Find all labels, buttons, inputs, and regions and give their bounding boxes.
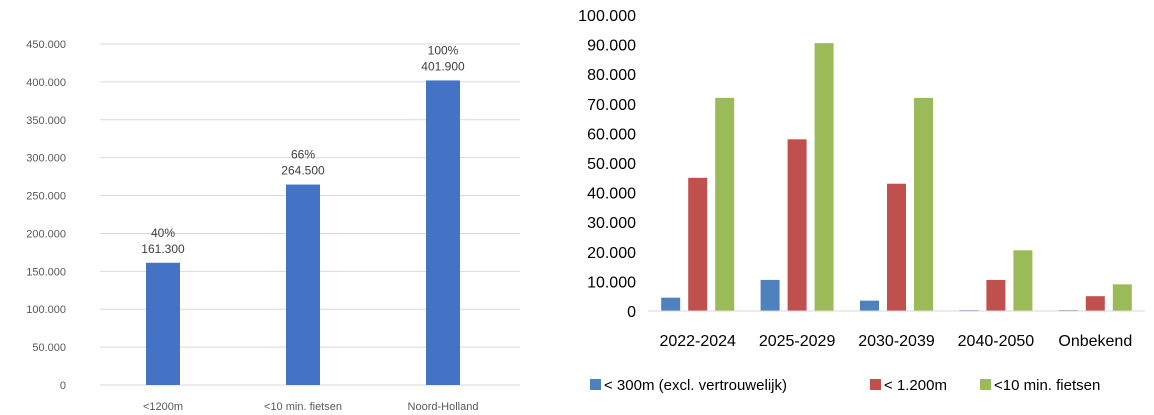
- y-tick-label: 400.000: [26, 77, 66, 89]
- x-tick-label: 2030-2039: [858, 333, 935, 350]
- bar: [1013, 250, 1033, 311]
- legend-swatch: [870, 379, 881, 390]
- data-label-value: 264.500: [281, 164, 325, 178]
- data-label-percent: 40%: [151, 226, 175, 240]
- x-tick-label: Onbekend: [1058, 333, 1132, 350]
- bar: [887, 183, 906, 311]
- y-tick-label: 0: [60, 380, 66, 392]
- bar: [760, 279, 780, 311]
- legend-swatch: [590, 379, 601, 390]
- bar: [914, 97, 933, 311]
- bar: [661, 297, 681, 311]
- y-tick-label: 100.000: [578, 8, 636, 25]
- y-tick-label: 30.000: [587, 215, 636, 232]
- data-label-percent: 66%: [291, 148, 315, 162]
- bar: [286, 184, 320, 385]
- x-tick-label: 2040-2050: [958, 333, 1035, 350]
- bar: [860, 300, 879, 311]
- bar: [986, 279, 1006, 311]
- y-tick-label: 90.000: [587, 38, 636, 55]
- x-tick-label: Noord-Holland: [408, 401, 479, 413]
- legend-swatch: [980, 379, 991, 390]
- data-label-percent: 100%: [428, 43, 459, 57]
- y-tick-label: 0: [627, 304, 636, 321]
- y-tick-label: 10.000: [587, 274, 636, 291]
- y-tick-label: 20.000: [587, 245, 636, 262]
- y-tick-label: 350.000: [26, 115, 66, 127]
- x-tick-label: <10 min. fietsen: [264, 401, 342, 413]
- left-bar-chart: 0 50.000 100.000 150.000 200.000 250.000 300.0…: [26, 39, 520, 413]
- legend-label: < 300m (excl. vertrouwelijk): [604, 377, 787, 394]
- legend-label: <10 min. fietsen: [994, 377, 1100, 394]
- data-label-value: 161.300: [141, 242, 185, 256]
- bar: [814, 43, 834, 312]
- bar: [787, 139, 807, 311]
- legend-label: < 1.200m: [884, 377, 947, 394]
- y-tick-label: 50.000: [32, 342, 66, 354]
- y-tick-label: 80.000: [587, 67, 636, 84]
- x-tick-label: <1200m: [143, 401, 183, 413]
- bar: [1085, 296, 1105, 311]
- y-tick-label: 450.000: [26, 39, 66, 51]
- y-tick-label: 100.000: [26, 304, 66, 316]
- x-tick-label: 2025-2029: [759, 333, 836, 350]
- bar: [688, 177, 708, 311]
- y-tick-label: 250.000: [26, 191, 66, 203]
- right-grouped-bar-chart: 0 10.000 20.000 30.000 40.000 50.000 60.000 70.…: [578, 8, 1145, 394]
- bar: [1112, 284, 1132, 311]
- y-tick-label: 70.000: [587, 97, 636, 114]
- bar: [146, 262, 180, 385]
- y-tick-label: 50.000: [587, 156, 636, 173]
- y-tick-label: 60.000: [587, 126, 636, 143]
- data-label-value: 401.900: [421, 59, 465, 73]
- x-tick-label: 2022-2024: [659, 333, 736, 350]
- bar: [426, 80, 460, 386]
- y-tick-label: 200.000: [26, 228, 66, 240]
- y-tick-label: 150.000: [26, 266, 66, 278]
- y-tick-label: 40.000: [587, 186, 636, 203]
- bar: [715, 97, 735, 311]
- y-tick-label: 300.000: [26, 153, 66, 165]
